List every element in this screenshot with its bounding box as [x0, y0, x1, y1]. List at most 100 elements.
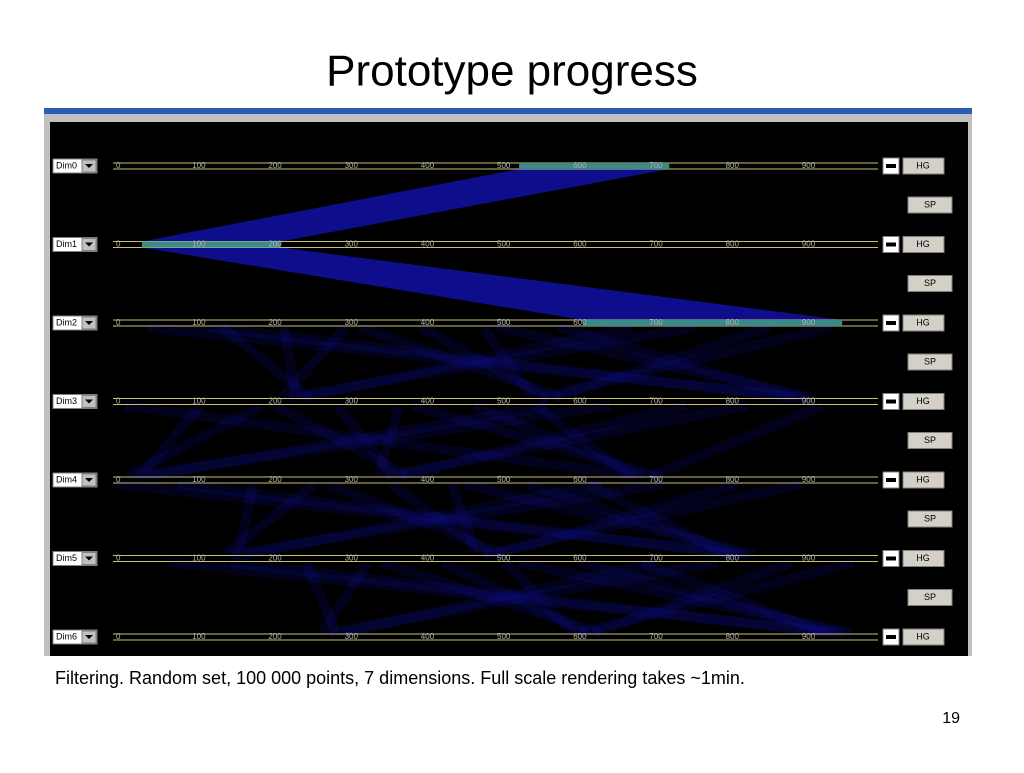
- axis-tick-label: 400: [421, 318, 435, 327]
- minus-icon: [886, 478, 896, 482]
- density-line: [234, 483, 258, 556]
- axis-tick-label: 0: [116, 397, 121, 406]
- dim-label: Dim4: [56, 474, 77, 484]
- density-line: [357, 322, 563, 403]
- axis-tick-label: 500: [497, 554, 511, 563]
- axis-tick-label: 900: [802, 475, 816, 484]
- density-line: [640, 557, 826, 638]
- density-line: [501, 559, 577, 637]
- axis-tick-label: 800: [726, 632, 740, 641]
- selection-band: [141, 169, 670, 242]
- axis-tick-label: 900: [802, 161, 816, 170]
- axis-tick-label: 600: [573, 397, 587, 406]
- axis-tick-label: 700: [649, 554, 663, 563]
- dropdown-arrow: [85, 478, 93, 482]
- density-line: [478, 324, 538, 401]
- slide-title: Prototype progress: [326, 47, 698, 96]
- window-titlebar: [44, 108, 972, 114]
- minus-icon: [886, 399, 896, 404]
- sp-button[interactable]: [907, 353, 953, 371]
- axis-tick-label: 500: [497, 397, 511, 406]
- density-line: [525, 479, 743, 560]
- axis-tick-label: 900: [802, 554, 816, 563]
- density-line: [168, 557, 846, 638]
- axis-tick-label: 0: [116, 240, 121, 249]
- density-line: [649, 400, 825, 481]
- axis-tick-label: 800: [726, 240, 740, 249]
- hg-button[interactable]: [902, 236, 945, 253]
- hg-button[interactable]: [902, 628, 945, 646]
- density-line: [146, 322, 806, 403]
- hg-button[interactable]: [902, 550, 945, 567]
- axis-tick-label: 300: [345, 240, 359, 249]
- density-line: [516, 557, 854, 638]
- axis-tick-label: 500: [497, 240, 511, 249]
- dropdown-arrow: [85, 164, 93, 168]
- selection-range: [583, 320, 843, 326]
- sp-button[interactable]: [907, 589, 953, 606]
- sp-button-label: SP: [924, 278, 936, 288]
- axis-tick-label: 700: [649, 161, 663, 170]
- sp-button[interactable]: [907, 275, 953, 292]
- density-line: [221, 480, 319, 559]
- density-line: [481, 479, 803, 560]
- axis-tick-label: 100: [192, 632, 206, 641]
- density-line: [533, 401, 633, 480]
- sp-button-label: SP: [924, 435, 936, 445]
- axis-tick-label: 700: [649, 318, 663, 327]
- axis-tick-label: 200: [268, 240, 282, 249]
- density-line: [138, 402, 204, 480]
- dropdown-arrow: [85, 321, 93, 325]
- sp-button-label: SP: [924, 199, 936, 209]
- axis-tick-label: 800: [726, 475, 740, 484]
- hg-button[interactable]: [902, 157, 945, 175]
- axis-tick-label: 200: [268, 397, 282, 406]
- density-line: [586, 479, 730, 559]
- sp-button[interactable]: [907, 510, 953, 528]
- axis-tick-label: 200: [268, 161, 282, 170]
- dropdown-arrow: [85, 635, 93, 639]
- axis-tick-label: 500: [497, 318, 511, 327]
- axis-tick-label: 700: [649, 240, 663, 249]
- sp-button[interactable]: [907, 432, 953, 449]
- density-line: [341, 557, 657, 638]
- axis-tick-label: 500: [497, 475, 511, 484]
- density-line: [208, 322, 792, 403]
- hg-button[interactable]: [902, 471, 945, 489]
- axis-tick-label: 100: [192, 161, 206, 170]
- sp-button[interactable]: [907, 196, 953, 214]
- dropdown-arrow: [85, 556, 93, 561]
- density-line: [592, 557, 794, 638]
- axis-tick-label: 800: [726, 554, 740, 563]
- density-line: [447, 482, 481, 557]
- density-line: [463, 479, 757, 560]
- density-line: [272, 401, 410, 481]
- axis-tick-label: 800: [726, 318, 740, 327]
- axis-tick-label: 100: [192, 554, 206, 563]
- selection-band: [141, 247, 843, 320]
- density-line: [538, 322, 834, 403]
- axis-tick-label: 300: [345, 475, 359, 484]
- density-line: [301, 322, 635, 403]
- density-bands: [115, 169, 856, 638]
- axis-tick-label: 900: [802, 318, 816, 327]
- dim-label: Dim5: [56, 553, 77, 563]
- hg-button[interactable]: [902, 393, 945, 410]
- density-line: [472, 400, 646, 481]
- axis-tick-label: 100: [192, 318, 206, 327]
- minus-icon: [886, 164, 896, 168]
- axis-tick-label: 700: [649, 632, 663, 641]
- density-line: [556, 322, 800, 403]
- axis-tick-label: 600: [573, 161, 587, 170]
- selection-range: [141, 241, 281, 248]
- density-line: [279, 326, 301, 399]
- axis-tick-label: 400: [421, 240, 435, 249]
- axis-tick-label: 500: [497, 161, 511, 170]
- density-line: [494, 322, 814, 403]
- caption: Filtering. Random set, 100 000 points, 7…: [55, 668, 745, 688]
- axis-tick-label: 400: [421, 475, 435, 484]
- page-number: 19: [942, 710, 960, 727]
- axis-tick-label: 400: [421, 161, 435, 170]
- axis-tick-label: 600: [573, 554, 587, 563]
- hg-button[interactable]: [902, 314, 945, 332]
